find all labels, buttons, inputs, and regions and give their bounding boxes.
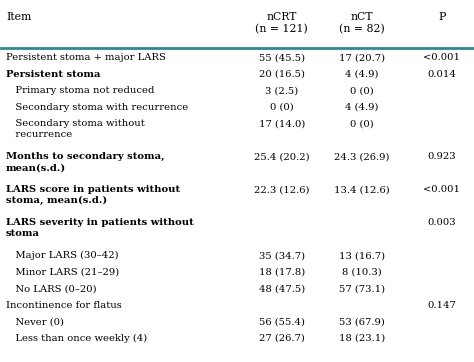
Text: 22.3 (12.6): 22.3 (12.6) — [254, 185, 310, 194]
Text: 24.3 (26.9): 24.3 (26.9) — [334, 152, 390, 161]
Text: Persistent stoma: Persistent stoma — [6, 70, 100, 79]
Text: 8 (10.3): 8 (10.3) — [342, 268, 382, 277]
Text: 0 (0): 0 (0) — [270, 103, 293, 111]
Text: nCT
(n = 82): nCT (n = 82) — [339, 12, 385, 34]
Text: LARS score in patients without
stoma, mean(s.d.): LARS score in patients without stoma, me… — [6, 185, 180, 205]
Text: <0.001: <0.001 — [423, 185, 460, 194]
Text: 0 (0): 0 (0) — [350, 119, 374, 128]
Text: Less than once weekly (4): Less than once weekly (4) — [6, 334, 147, 343]
Text: Secondary stoma with recurrence: Secondary stoma with recurrence — [6, 103, 188, 111]
Text: 17 (14.0): 17 (14.0) — [259, 119, 305, 128]
Text: 57 (73.1): 57 (73.1) — [339, 284, 385, 293]
Text: 0.014: 0.014 — [428, 70, 456, 79]
Text: 35 (34.7): 35 (34.7) — [259, 251, 305, 260]
Text: 18 (17.8): 18 (17.8) — [259, 268, 305, 277]
Text: Item: Item — [6, 12, 31, 22]
Text: Primary stoma not reduced: Primary stoma not reduced — [6, 86, 155, 95]
Text: 25.4 (20.2): 25.4 (20.2) — [254, 152, 310, 161]
Text: 17 (20.7): 17 (20.7) — [339, 53, 385, 62]
Text: nCRT
(n = 121): nCRT (n = 121) — [255, 12, 308, 34]
Text: No LARS (0–20): No LARS (0–20) — [6, 284, 97, 293]
Text: 4 (4.9): 4 (4.9) — [345, 70, 379, 79]
Text: Secondary stoma without
   recurrence: Secondary stoma without recurrence — [6, 119, 145, 139]
Text: P: P — [438, 12, 446, 22]
Text: LARS severity in patients without
stoma: LARS severity in patients without stoma — [6, 218, 194, 238]
Text: 0.923: 0.923 — [428, 152, 456, 161]
Text: 13.4 (12.6): 13.4 (12.6) — [334, 185, 390, 194]
Text: 0.147: 0.147 — [428, 301, 456, 310]
Text: 56 (55.4): 56 (55.4) — [259, 317, 305, 326]
Text: <0.001: <0.001 — [423, 53, 460, 62]
Text: 48 (47.5): 48 (47.5) — [259, 284, 305, 293]
Text: Incontinence for flatus: Incontinence for flatus — [6, 301, 122, 310]
Text: 18 (23.1): 18 (23.1) — [339, 334, 385, 343]
Text: Minor LARS (21–29): Minor LARS (21–29) — [6, 268, 119, 277]
Text: 4 (4.9): 4 (4.9) — [345, 103, 379, 111]
Text: 13 (16.7): 13 (16.7) — [339, 251, 385, 260]
Text: 0.003: 0.003 — [428, 218, 456, 227]
Text: 0 (0): 0 (0) — [350, 86, 374, 95]
Text: Never (0): Never (0) — [6, 317, 64, 326]
Text: 55 (45.5): 55 (45.5) — [259, 53, 305, 62]
Text: 27 (26.7): 27 (26.7) — [259, 334, 305, 343]
Text: Persistent stoma + major LARS: Persistent stoma + major LARS — [6, 53, 166, 62]
Text: 53 (67.9): 53 (67.9) — [339, 317, 385, 326]
Text: Major LARS (30–42): Major LARS (30–42) — [6, 251, 118, 260]
Text: 20 (16.5): 20 (16.5) — [259, 70, 305, 79]
Text: Months to secondary stoma,
mean(s.d.): Months to secondary stoma, mean(s.d.) — [6, 152, 165, 172]
Text: 3 (2.5): 3 (2.5) — [265, 86, 299, 95]
